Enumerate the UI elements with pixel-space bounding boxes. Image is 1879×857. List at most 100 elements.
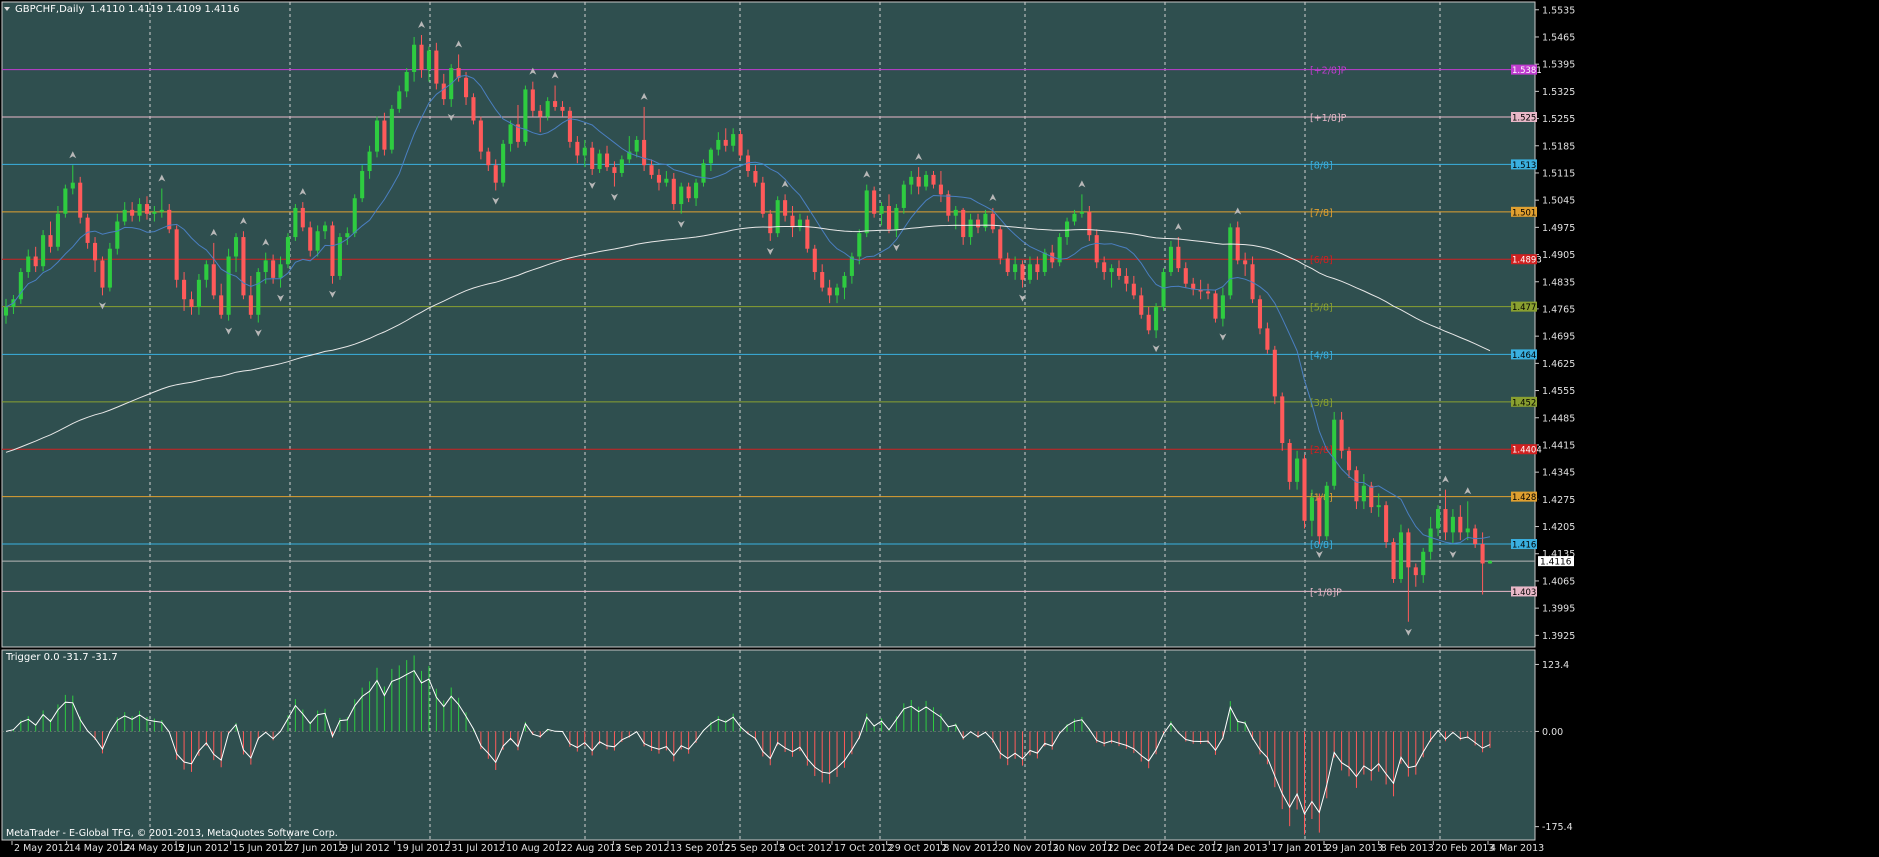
x-tick-label: 7 Jan 2013 (1217, 843, 1268, 854)
murray-price-box (1511, 349, 1537, 360)
fractal-up-icon (529, 67, 537, 75)
candle-down (998, 229, 1003, 259)
candle-up (63, 188, 68, 214)
copyright-text: MetaTrader - E-Global TFG, © 2001-2013, … (6, 828, 338, 839)
candle-up (412, 44, 417, 72)
candle-down (300, 207, 305, 228)
fractal-up-icon (915, 153, 923, 161)
fractal-up-icon (299, 188, 307, 196)
candle-down (515, 124, 521, 142)
candle-down (471, 97, 476, 121)
indicator-y-tick-label: -175.4 (1542, 822, 1573, 833)
candle-down (456, 68, 461, 78)
candle-down (478, 120, 483, 152)
candle-down (649, 165, 654, 175)
candle-up (374, 120, 380, 152)
x-tick-label: 8 Nov 2012 (943, 843, 998, 854)
candle-down (612, 167, 617, 173)
y-tick-label: 1.5535 (1542, 5, 1575, 16)
candle-down (1317, 497, 1322, 537)
candle-down (1280, 396, 1285, 444)
murray-price-box-label: 1.5259 (1512, 114, 1542, 124)
candle-up (1465, 528, 1470, 533)
y-tick-label: 1.4905 (1542, 250, 1575, 261)
candle-down (1413, 567, 1418, 576)
candle-up (389, 108, 394, 150)
murray-price-box (1511, 539, 1537, 550)
y-tick-label: 1.5185 (1542, 141, 1575, 152)
fractal-down-icon (1315, 551, 1323, 559)
murray-price-box-label: 1.4038 (1512, 588, 1542, 598)
candle-up (122, 209, 127, 222)
fractal-up-icon (418, 21, 426, 29)
candle-down (219, 295, 224, 315)
candle-down (1050, 252, 1055, 263)
candle-up (545, 101, 550, 117)
candle-down (827, 287, 832, 296)
fractal-down-icon (1449, 551, 1457, 559)
candle-down (441, 83, 446, 100)
candle-down (604, 153, 610, 168)
candle-down (241, 237, 246, 296)
fractal-down-icon (892, 244, 900, 252)
candle-up (1428, 528, 1433, 552)
candle-down (1139, 295, 1144, 315)
candle-up (137, 204, 142, 216)
candle-down (567, 110, 572, 142)
fractal-up-icon (863, 170, 871, 178)
candle-down (1339, 419, 1344, 451)
candle-down (182, 279, 187, 300)
murray-level-label: [0/8] (1310, 540, 1333, 551)
fractal-up-icon (1464, 487, 1472, 495)
candle-down (248, 295, 253, 315)
candle-down (805, 219, 810, 249)
candle-up (315, 231, 320, 251)
y-tick-label: 1.4135 (1542, 549, 1575, 560)
y-tick-label: 1.4345 (1542, 468, 1575, 479)
candle-down (1116, 268, 1122, 276)
murray-price-box-label: 1.4893 (1512, 256, 1542, 266)
x-tick-label: 13 Sep 2012 (670, 843, 730, 854)
murray-price-box-label: 1.5137 (1512, 161, 1542, 171)
x-tick-label: 29 Oct 2012 (889, 843, 948, 854)
candle-up (1013, 264, 1018, 273)
candle-up (1027, 264, 1033, 280)
x-tick-label: 24 Dec 2012 (1162, 843, 1223, 854)
candle-down (530, 89, 535, 111)
candle-down (1369, 485, 1374, 508)
candle-down (1354, 470, 1359, 502)
candle-up (345, 233, 350, 238)
y-tick-label: 1.3995 (1542, 604, 1575, 615)
candle-down (946, 194, 951, 216)
x-tick-label: 5 Oct 2012 (779, 843, 832, 854)
candle-up (263, 260, 268, 273)
candle-up (901, 184, 906, 208)
murray-price-box (1511, 159, 1537, 170)
candle-down (671, 178, 676, 205)
fractal-up-icon (455, 40, 463, 48)
candle-up (1332, 419, 1337, 486)
candle-up (226, 256, 231, 315)
fractal-down-icon (677, 220, 685, 228)
x-tick-label: 5 Jun 2012 (178, 843, 229, 854)
candle-down (48, 235, 53, 247)
fractal-down-icon (98, 302, 106, 310)
candle-up (864, 190, 869, 234)
indicator-title: Trigger 0.0 -31.7 -31.7 (5, 652, 118, 663)
candle-down (1087, 211, 1092, 236)
y-tick-label: 1.4205 (1542, 522, 1575, 533)
candle-down (434, 50, 439, 84)
indicator-y-tick-label: 0.00 (1542, 727, 1563, 738)
fractal-down-icon (1219, 333, 1227, 341)
candle-up (983, 213, 988, 228)
candle-up (152, 211, 157, 214)
current-price-box (1538, 556, 1574, 567)
y-tick-label: 1.4835 (1542, 277, 1575, 288)
y-tick-label: 1.4975 (1542, 223, 1575, 234)
candle-up (1436, 509, 1441, 529)
candle-down (1473, 528, 1478, 545)
candle-up (1376, 505, 1381, 508)
candle-down (975, 219, 981, 228)
